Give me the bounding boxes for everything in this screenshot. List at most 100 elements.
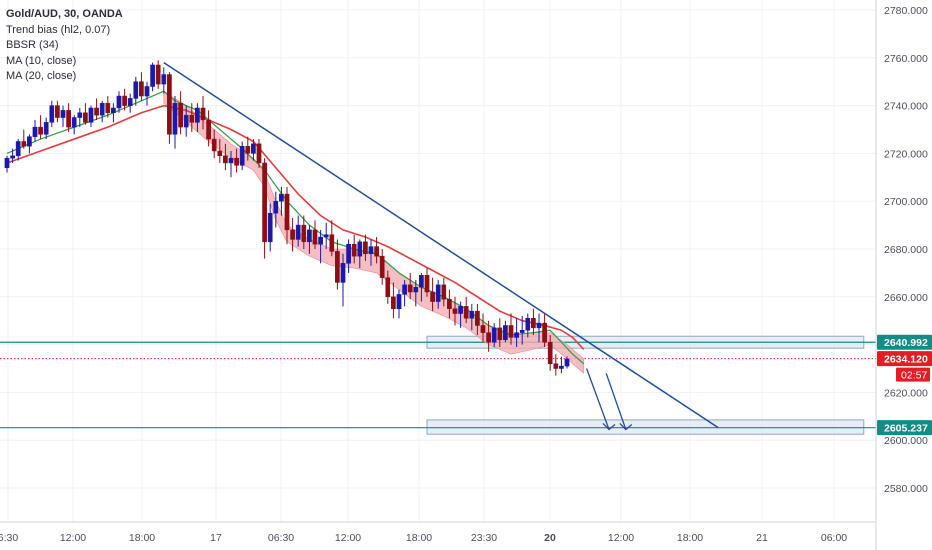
price-tag-upper-text: 2640.992	[884, 337, 928, 349]
candle	[447, 289, 452, 319]
time-tick-label: 18:00	[677, 532, 703, 544]
candle-body	[4, 157, 10, 168]
time-tick-label: 18:00	[406, 532, 432, 544]
candle	[10, 148, 15, 163]
candle	[116, 91, 122, 113]
candle-body	[536, 322, 542, 329]
candle-body	[127, 98, 133, 106]
candle-body	[256, 143, 262, 164]
candle-body	[407, 284, 413, 293]
candle	[536, 313, 542, 343]
projection-arrow-2	[605, 373, 633, 431]
candle	[32, 119, 38, 142]
candle	[99, 100, 105, 123]
candle-body	[547, 341, 553, 364]
candle-body	[503, 325, 508, 341]
trendline	[163, 61, 719, 429]
candle-body	[396, 294, 402, 310]
candle-body	[542, 322, 547, 343]
candle	[307, 225, 312, 254]
candle-body	[318, 236, 323, 245]
candle	[312, 220, 318, 249]
candle	[83, 103, 88, 125]
candle	[43, 117, 49, 140]
timer-text: 02:57	[901, 370, 927, 382]
candle-body	[413, 286, 419, 293]
candles	[4, 60, 570, 376]
candle	[486, 320, 491, 352]
legend-ma20[interactable]: MA (20, close)	[6, 70, 77, 82]
price-tick-label: 2600.000	[884, 435, 928, 447]
price-tick-label: 2720.000	[884, 148, 928, 160]
candle-body	[223, 155, 228, 164]
candle	[419, 272, 424, 302]
candle-body	[155, 64, 161, 85]
candle-body	[564, 358, 570, 367]
candle	[60, 105, 66, 128]
grid-lines	[0, 0, 876, 522]
candle	[475, 303, 480, 336]
candle	[111, 103, 116, 123]
price-tag-lower: 2605.237	[877, 420, 932, 436]
candle-body	[514, 332, 519, 338]
candle	[167, 72, 172, 144]
candle	[368, 239, 374, 266]
candle	[195, 103, 200, 132]
legend-ma10[interactable]: MA (10, close)	[6, 54, 77, 67]
candle	[150, 62, 155, 92]
candle	[458, 301, 463, 328]
candle	[323, 222, 329, 249]
candle-body	[435, 284, 441, 302]
candle	[49, 100, 55, 128]
candle-body	[200, 107, 206, 121]
candle-body	[66, 110, 71, 128]
price-tag-lower-text: 2605.237	[884, 423, 928, 435]
candle-body	[368, 246, 374, 255]
candle-body	[402, 284, 407, 295]
candle	[519, 315, 525, 345]
zone-rect-2	[426, 419, 865, 435]
time-axis: 6:30 12:00 18:00 17 06:30 12:00 18:00 23:30 20 12…	[0, 532, 847, 544]
candle-body	[21, 141, 27, 147]
candle-body	[122, 95, 127, 106]
time-tick-label: 21	[756, 532, 768, 544]
candle	[480, 313, 486, 343]
candle	[127, 93, 133, 113]
candle-body	[391, 296, 396, 309]
candle	[144, 81, 150, 106]
candle	[211, 129, 217, 159]
candle	[351, 234, 357, 264]
projection-arrow-1	[585, 368, 616, 431]
candle-body	[183, 114, 189, 128]
candle-body	[475, 310, 480, 326]
candle-body	[189, 114, 195, 123]
price-tag-upper-bg	[877, 334, 932, 350]
candle-body	[267, 212, 273, 243]
candle-body	[519, 330, 525, 333]
time-tick-label: 12:00	[335, 532, 361, 544]
timer-bg	[896, 367, 930, 382]
candle	[396, 289, 402, 319]
candle	[335, 239, 340, 290]
candle	[189, 103, 195, 132]
candle	[463, 296, 469, 324]
candle	[245, 136, 251, 161]
candle-body	[228, 157, 234, 164]
candle-body	[284, 193, 290, 231]
candle	[77, 107, 83, 128]
candle	[223, 143, 228, 171]
chart-legend: Gold/AUD, 30, OANDA Trend bias (hl2, 0.0…	[6, 7, 123, 85]
legend-symbol[interactable]: Gold/AUD, 30, OANDA	[6, 8, 123, 20]
candle-body	[32, 126, 38, 137]
candle-body	[167, 74, 172, 135]
candle	[234, 148, 239, 173]
candle	[559, 356, 564, 374]
legend-trend-bias[interactable]: Trend bias (hl2, 0.07)	[6, 23, 111, 36]
candle	[251, 139, 256, 161]
price-tag-upper: 2640.992	[877, 334, 932, 350]
candle-body	[452, 308, 458, 314]
candle	[155, 60, 161, 89]
price-tag-lower-bg	[877, 420, 932, 436]
legend-bbsr[interactable]: BBSR (34)	[6, 39, 59, 51]
